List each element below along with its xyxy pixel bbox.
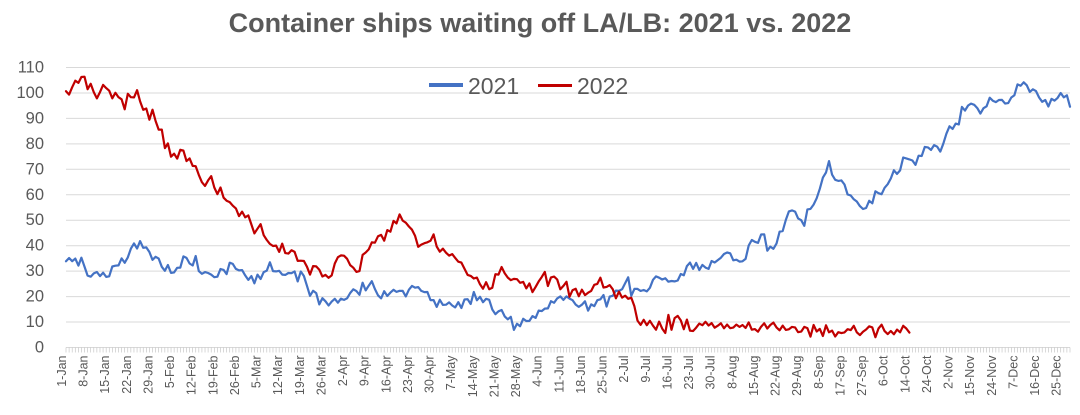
svg-text:19-Feb: 19-Feb xyxy=(206,355,220,395)
svg-text:24-Oct: 24-Oct xyxy=(920,355,934,393)
svg-text:5-Feb: 5-Feb xyxy=(163,355,177,388)
svg-text:30: 30 xyxy=(26,262,44,280)
svg-text:26-Feb: 26-Feb xyxy=(228,355,242,395)
svg-text:17-Sep: 17-Sep xyxy=(834,355,848,395)
svg-text:25-Jun: 25-Jun xyxy=(596,355,610,393)
svg-text:19-Mar: 19-Mar xyxy=(293,356,307,396)
svg-text:23-Jul: 23-Jul xyxy=(682,356,696,390)
svg-text:1-Jan: 1-Jan xyxy=(55,355,69,386)
svg-text:90: 90 xyxy=(26,109,44,127)
svg-text:70: 70 xyxy=(26,160,44,178)
svg-text:8-Jan: 8-Jan xyxy=(77,355,91,386)
svg-text:18-Jun: 18-Jun xyxy=(574,355,588,393)
svg-text:12-Feb: 12-Feb xyxy=(185,355,199,395)
svg-text:2-Jul: 2-Jul xyxy=(617,356,631,383)
svg-text:16-Dec: 16-Dec xyxy=(1028,356,1042,396)
svg-text:50: 50 xyxy=(26,211,44,229)
svg-text:9-Jul: 9-Jul xyxy=(639,356,653,383)
svg-text:30-Jul: 30-Jul xyxy=(704,356,718,390)
svg-text:22-Aug: 22-Aug xyxy=(769,355,783,395)
svg-text:40: 40 xyxy=(26,237,44,255)
svg-text:22-Jan: 22-Jan xyxy=(120,355,134,393)
svg-text:20: 20 xyxy=(26,288,44,306)
svg-text:11-Jun: 11-Jun xyxy=(552,355,566,392)
svg-text:26-Mar: 26-Mar xyxy=(315,356,329,396)
svg-text:30-Apr: 30-Apr xyxy=(423,356,437,394)
svg-text:15-Jan: 15-Jan xyxy=(98,355,112,393)
svg-text:8-Aug: 8-Aug xyxy=(725,355,739,388)
svg-text:0: 0 xyxy=(35,339,44,357)
svg-text:4-Jun: 4-Jun xyxy=(531,355,545,386)
svg-text:15-Aug: 15-Aug xyxy=(747,355,761,395)
svg-text:28-May: 28-May xyxy=(509,355,523,397)
svg-text:16-Apr: 16-Apr xyxy=(379,356,393,394)
svg-text:8-Sep: 8-Sep xyxy=(812,355,826,388)
svg-text:9-Apr: 9-Apr xyxy=(358,356,372,387)
svg-text:2-Apr: 2-Apr xyxy=(336,356,350,387)
svg-text:14-Oct: 14-Oct xyxy=(898,355,912,393)
svg-text:14-May: 14-May xyxy=(466,355,480,397)
svg-text:12-Mar: 12-Mar xyxy=(271,356,285,396)
svg-text:110: 110 xyxy=(18,59,44,77)
svg-text:7-Dec: 7-Dec xyxy=(1007,356,1021,389)
svg-text:24-Nov: 24-Nov xyxy=(985,355,999,396)
svg-text:29-Aug: 29-Aug xyxy=(790,355,804,395)
svg-text:7-May: 7-May xyxy=(444,355,458,390)
svg-text:6-Oct: 6-Oct xyxy=(877,355,891,386)
svg-text:21-May: 21-May xyxy=(488,355,502,397)
svg-text:60: 60 xyxy=(26,186,44,204)
svg-text:2-Nov: 2-Nov xyxy=(942,355,956,389)
svg-text:25-Dec: 25-Dec xyxy=(1050,356,1064,396)
svg-text:10: 10 xyxy=(26,313,44,331)
svg-text:27-Sep: 27-Sep xyxy=(855,355,869,395)
svg-text:80: 80 xyxy=(26,135,44,153)
svg-text:5-Mar: 5-Mar xyxy=(250,356,264,389)
svg-text:23-Apr: 23-Apr xyxy=(401,356,415,394)
svg-text:16-Jul: 16-Jul xyxy=(661,356,675,390)
svg-text:15-Nov: 15-Nov xyxy=(963,355,977,396)
svg-text:29-Jan: 29-Jan xyxy=(142,355,156,393)
